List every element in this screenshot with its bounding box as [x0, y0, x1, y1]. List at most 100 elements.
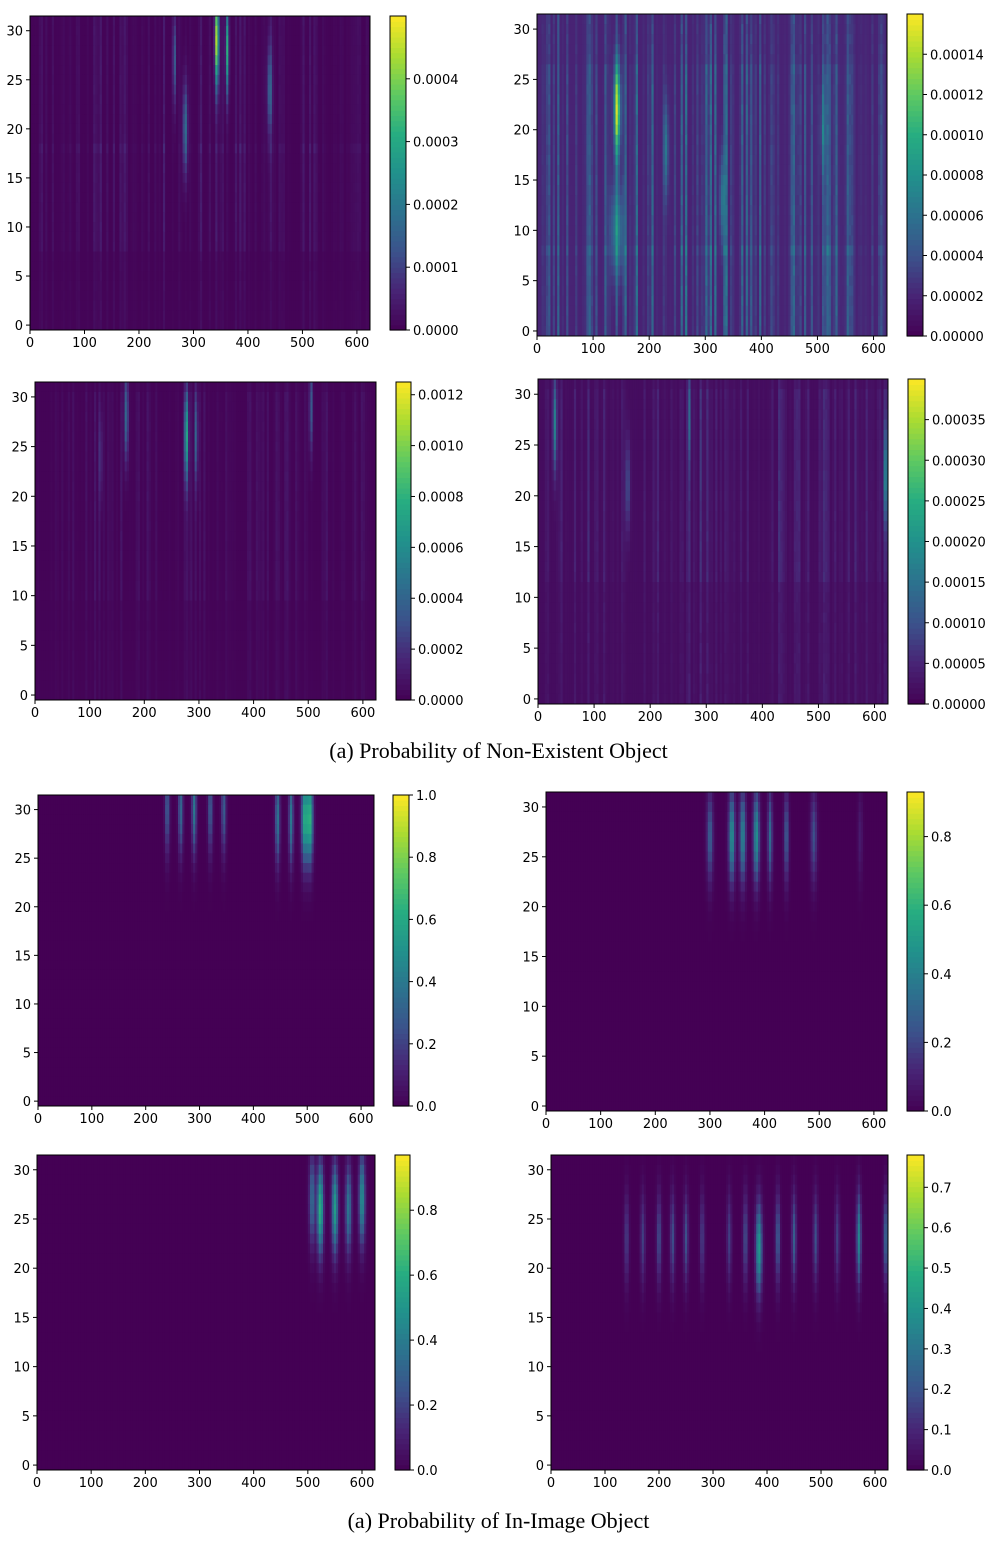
heatmap-cell [267, 84, 271, 96]
heatmap-cell [265, 35, 269, 47]
heatmap-cell [322, 45, 325, 56]
heatmap-cell [119, 74, 123, 86]
heatmap-cell [165, 231, 168, 243]
heatmap-cell [204, 241, 208, 253]
heatmap-cell [293, 35, 297, 47]
heatmap-cell [271, 212, 275, 223]
heatmap-cell [311, 212, 314, 223]
heatmap-cell [180, 16, 184, 27]
heatmap-cell [352, 231, 356, 243]
heatmap-cell [108, 231, 112, 243]
heatmap-cell [339, 104, 343, 115]
heatmap-cell [45, 222, 49, 233]
heatmap-cell [226, 261, 229, 272]
heatmap-cell [34, 271, 38, 282]
heatmap-cell [326, 163, 330, 174]
heatmap-cell [226, 290, 229, 302]
heatmap-cell [101, 123, 105, 135]
heatmap-cell [162, 231, 166, 243]
heatmap-cell [38, 114, 42, 125]
heatmap-cell [241, 192, 245, 204]
heatmap-cell [58, 182, 62, 194]
heatmap-cell [252, 271, 256, 282]
heatmap-cell [121, 45, 125, 56]
heatmap-cell [108, 202, 112, 213]
heatmap-cell [232, 320, 236, 330]
heatmap-cell [361, 45, 365, 56]
heatmap-cell [200, 94, 203, 105]
heatmap-cell [230, 74, 234, 86]
heatmap-cell [130, 222, 134, 233]
heatmap-cell [34, 74, 38, 86]
heatmap-cell [356, 300, 360, 311]
heatmap-cell [77, 290, 81, 302]
heatmap-cell [263, 45, 266, 56]
heatmap-cell [47, 280, 51, 292]
heatmap-cell [302, 35, 306, 47]
heatmap-cell [84, 74, 88, 86]
heatmap-cell [128, 192, 131, 204]
heatmap-cell [132, 16, 136, 27]
heatmap-cell [97, 182, 101, 194]
heatmap-cell [112, 55, 116, 66]
heatmap-cell [165, 123, 168, 135]
heatmap-cell [367, 133, 370, 145]
heatmap-cell [254, 153, 258, 164]
heatmap-cell [324, 261, 328, 272]
heatmap-cell [298, 123, 301, 135]
heatmap-cell [354, 114, 358, 125]
heatmap-cell [32, 202, 35, 213]
heatmap-cell [64, 261, 68, 272]
heatmap-cell [306, 123, 310, 135]
heatmap-cell [324, 123, 328, 135]
heatmap-cell [206, 251, 210, 262]
heatmap-cell [77, 202, 81, 213]
heatmap-cell [147, 192, 151, 204]
heatmap-cell [280, 74, 284, 86]
heatmap-cell [363, 280, 367, 292]
heatmap-cell [285, 173, 288, 184]
heatmap-cell [206, 74, 210, 86]
heatmap-cell [110, 320, 114, 330]
heatmap-cell [330, 192, 334, 204]
heatmap-cell [354, 251, 358, 262]
heatmap-cell [261, 320, 264, 330]
heatmap-cell [86, 55, 90, 66]
heatmap-cell [117, 35, 120, 47]
heatmap-cell [304, 55, 308, 66]
heatmap-cell [147, 251, 151, 262]
heatmap-cell [134, 104, 138, 115]
heatmap-cell [162, 290, 166, 302]
heatmap-cell [206, 45, 210, 56]
heatmap-cell [234, 94, 238, 105]
heatmap-cell [197, 133, 201, 145]
heatmap-cell [84, 133, 88, 145]
heatmap-cell [243, 290, 247, 302]
heatmap-cell [289, 65, 293, 76]
heatmap-cell [99, 114, 103, 125]
heatmap-cell [152, 94, 155, 105]
heatmap-cell [80, 104, 83, 115]
heatmap-cell [95, 65, 99, 76]
heatmap-cell [195, 143, 199, 154]
heatmap-cell [51, 290, 55, 302]
heatmap-cell [219, 35, 223, 47]
heatmap-cell [162, 261, 166, 272]
heatmap-cell [156, 300, 160, 311]
heatmap-cell [106, 261, 110, 272]
heatmap-cell [213, 290, 216, 302]
heatmap-cell [228, 114, 232, 125]
heatmap-cell [328, 182, 332, 194]
heatmap-cell [56, 94, 59, 105]
heatmap-cell [315, 300, 319, 311]
heatmap-cell [141, 290, 144, 302]
heatmap-cell [36, 16, 40, 27]
heatmap-cell [206, 241, 210, 253]
heatmap-cell [130, 173, 134, 184]
heatmap-cell [311, 251, 314, 262]
heatmap-cell [141, 143, 144, 154]
heatmap-cell [341, 280, 345, 292]
heatmap-cell [247, 182, 251, 194]
heatmap-cell [156, 74, 160, 86]
heatmap-cell [51, 123, 55, 135]
